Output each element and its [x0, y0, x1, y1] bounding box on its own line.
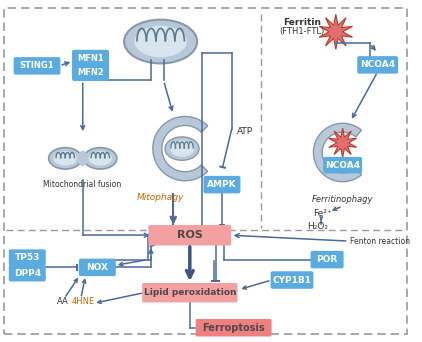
Text: AA: AA: [57, 297, 69, 306]
Text: ATP: ATP: [237, 127, 253, 135]
FancyBboxPatch shape: [79, 259, 116, 276]
FancyBboxPatch shape: [9, 265, 46, 281]
Text: H₂O₂: H₂O₂: [307, 222, 327, 231]
FancyBboxPatch shape: [72, 64, 109, 81]
FancyBboxPatch shape: [271, 271, 314, 289]
Ellipse shape: [134, 26, 187, 57]
Ellipse shape: [54, 151, 77, 166]
Text: Ferritinophagy: Ferritinophagy: [312, 195, 373, 204]
Text: MFN1: MFN1: [77, 54, 104, 63]
Text: Lipid peroxidation: Lipid peroxidation: [143, 288, 236, 297]
Text: ROS: ROS: [177, 230, 203, 240]
Ellipse shape: [170, 140, 194, 157]
Ellipse shape: [89, 151, 112, 166]
Ellipse shape: [165, 137, 199, 160]
Text: STING1: STING1: [20, 61, 54, 70]
FancyBboxPatch shape: [357, 56, 398, 74]
FancyBboxPatch shape: [149, 225, 231, 246]
Text: 4HNE: 4HNE: [72, 297, 95, 306]
Ellipse shape: [78, 150, 88, 166]
Text: Fenton reaction: Fenton reaction: [350, 237, 411, 246]
FancyBboxPatch shape: [72, 50, 109, 66]
Text: AMPK: AMPK: [207, 180, 237, 189]
Text: POR: POR: [316, 255, 338, 264]
Polygon shape: [329, 128, 357, 157]
Polygon shape: [314, 123, 361, 182]
FancyBboxPatch shape: [323, 157, 362, 173]
Text: Mitophagy: Mitophagy: [137, 193, 184, 202]
Text: Ferroptosis: Ferroptosis: [202, 323, 265, 333]
Text: NCOA4: NCOA4: [360, 61, 395, 69]
Text: (FTH1-FTL): (FTH1-FTL): [279, 27, 325, 36]
Text: MFN2: MFN2: [77, 68, 104, 77]
Text: DPP4: DPP4: [14, 269, 41, 278]
FancyBboxPatch shape: [196, 319, 272, 337]
Text: Fe²⁺: Fe²⁺: [314, 209, 332, 218]
Text: NOX: NOX: [87, 263, 108, 272]
FancyBboxPatch shape: [9, 249, 46, 266]
Text: CYP1B1: CYP1B1: [273, 276, 311, 285]
Ellipse shape: [49, 148, 82, 169]
FancyBboxPatch shape: [311, 251, 344, 268]
Ellipse shape: [84, 148, 117, 169]
Text: Mitochondrial fusion: Mitochondrial fusion: [43, 180, 121, 189]
Text: Ferritin: Ferritin: [283, 17, 321, 27]
Polygon shape: [153, 117, 208, 181]
FancyBboxPatch shape: [14, 57, 60, 75]
Polygon shape: [319, 14, 352, 49]
FancyBboxPatch shape: [142, 283, 238, 302]
Text: NCOA4: NCOA4: [325, 161, 360, 170]
FancyBboxPatch shape: [203, 176, 241, 193]
Text: TP53: TP53: [15, 253, 40, 262]
Ellipse shape: [124, 19, 197, 63]
